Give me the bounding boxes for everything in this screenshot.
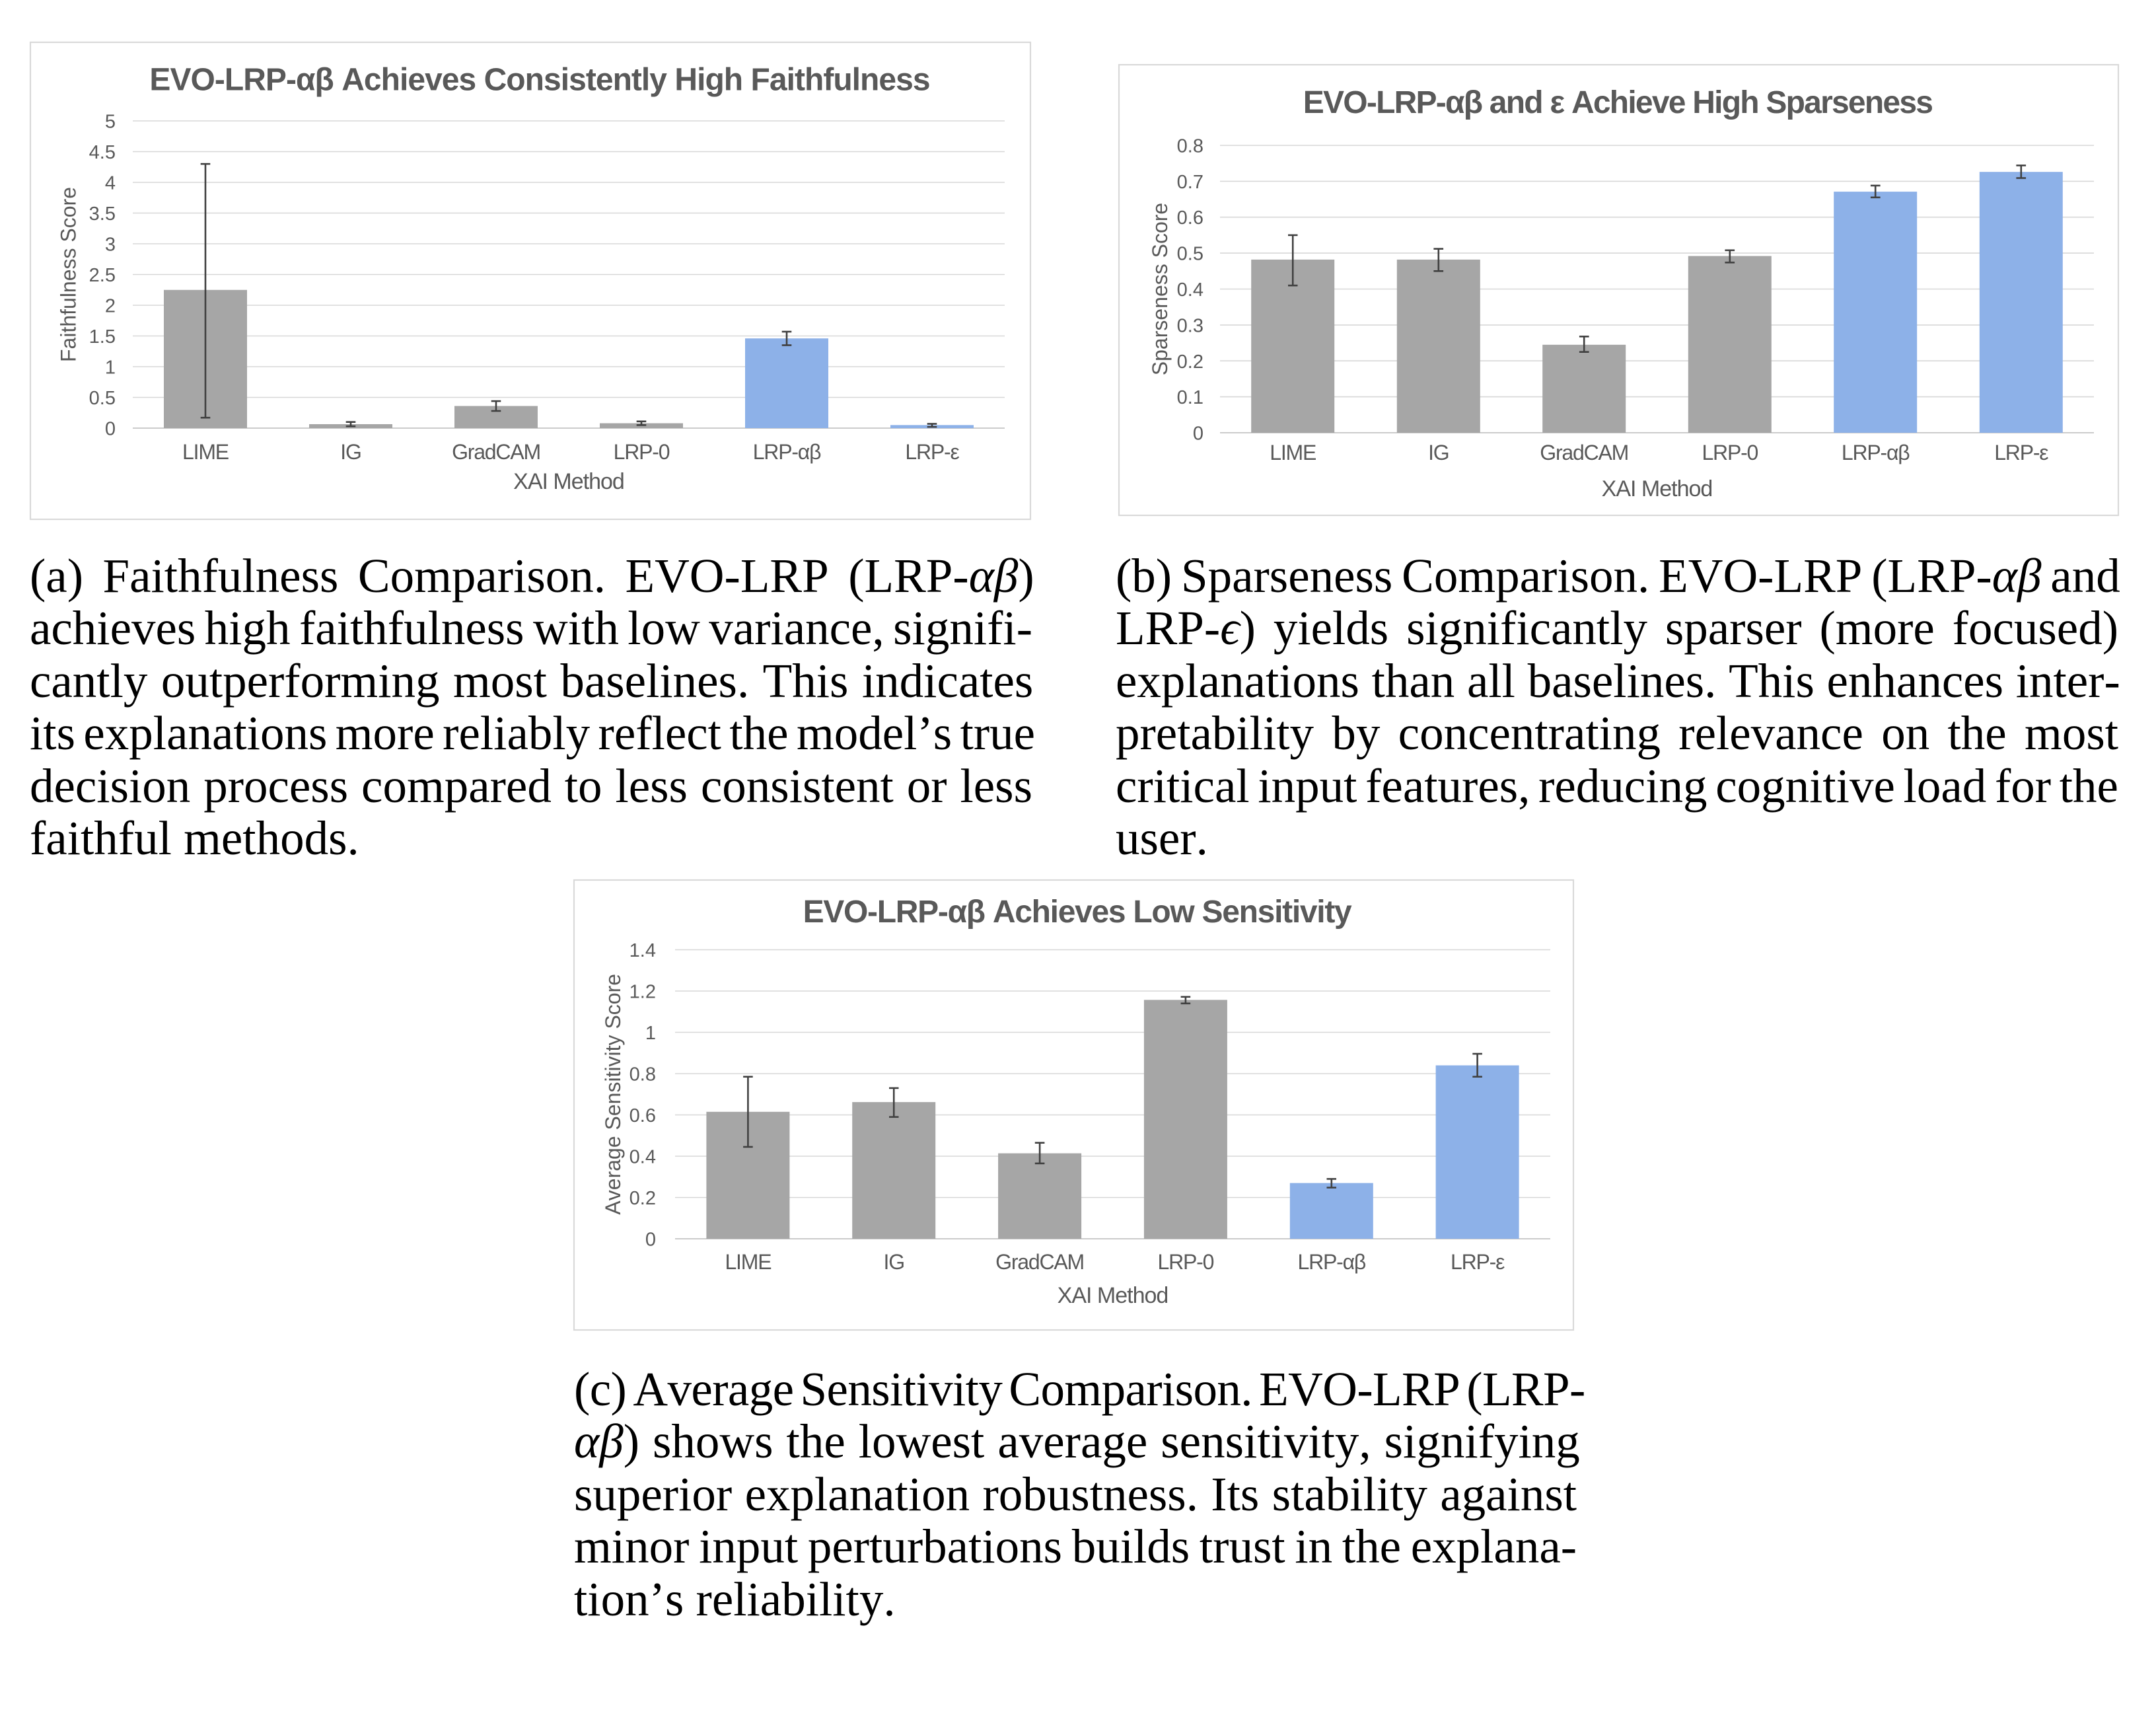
svg-text:0.4: 0.4 xyxy=(1177,279,1204,301)
svg-text:IG: IG xyxy=(884,1250,904,1274)
svg-text:Average Sensitivity Score: Average Sensitivity Score xyxy=(601,974,625,1215)
svg-text:1.5: 1.5 xyxy=(89,326,116,348)
svg-text:EVO-LRP-αβ and ε Achieve High: EVO-LRP-αβ and ε Achieve High Sparseness xyxy=(1303,85,1932,120)
svg-text:0.4: 0.4 xyxy=(629,1147,656,1168)
svg-text:2.5: 2.5 xyxy=(89,265,116,286)
svg-text:1.4: 1.4 xyxy=(629,940,656,961)
svg-text:1: 1 xyxy=(645,1023,656,1044)
svg-text:0.7: 0.7 xyxy=(1177,172,1204,193)
svg-text:IG: IG xyxy=(1428,441,1449,464)
svg-text:LRP-αβ: LRP-αβ xyxy=(753,440,821,464)
svg-text:0.1: 0.1 xyxy=(1177,387,1204,408)
svg-text:LRP-ε: LRP-ε xyxy=(1451,1250,1505,1274)
svg-text:GradCAM: GradCAM xyxy=(1540,441,1628,464)
svg-text:XAI Method: XAI Method xyxy=(1058,1283,1168,1308)
svg-text:LRP-0: LRP-0 xyxy=(1158,1250,1214,1274)
svg-text:GradCAM: GradCAM xyxy=(995,1250,1084,1274)
svg-text:EVO-LRP-αβ Achieves Low Sensit: EVO-LRP-αβ Achieves Low Sensitivity xyxy=(803,895,1352,930)
svg-text:LRP-αβ: LRP-αβ xyxy=(1297,1250,1365,1274)
svg-text:Sparseness Score: Sparseness Score xyxy=(1148,203,1172,375)
svg-text:0.8: 0.8 xyxy=(1177,136,1204,157)
svg-text:0: 0 xyxy=(1193,424,1204,445)
svg-text:0.5: 0.5 xyxy=(1177,244,1204,265)
svg-text:LRP-0: LRP-0 xyxy=(1702,441,1758,464)
svg-text:0.6: 0.6 xyxy=(629,1105,656,1126)
svg-text:0.6: 0.6 xyxy=(1177,207,1204,229)
svg-text:1.2: 1.2 xyxy=(629,982,656,1003)
svg-text:LRP-0: LRP-0 xyxy=(614,440,670,464)
svg-text:EVO-LRP-αβ Achieves Consistent: EVO-LRP-αβ Achieves Consistently High Fa… xyxy=(149,63,929,98)
svg-text:0.2: 0.2 xyxy=(629,1188,656,1209)
svg-text:0.2: 0.2 xyxy=(1177,351,1204,373)
svg-text:3.5: 3.5 xyxy=(89,203,116,225)
svg-text:0.8: 0.8 xyxy=(629,1064,656,1086)
svg-text:1: 1 xyxy=(105,357,116,379)
svg-text:2: 2 xyxy=(105,296,116,317)
svg-text:LRP-ε: LRP-ε xyxy=(905,440,959,464)
svg-text:LIME: LIME xyxy=(1270,441,1316,464)
svg-text:4: 4 xyxy=(105,173,116,194)
svg-text:LRP-ε: LRP-ε xyxy=(1994,441,2048,464)
svg-text:0: 0 xyxy=(105,419,116,440)
svg-text:0: 0 xyxy=(645,1230,656,1251)
svg-text:IG: IG xyxy=(340,440,361,464)
svg-text:GradCAM: GradCAM xyxy=(452,440,540,464)
svg-text:0.3: 0.3 xyxy=(1177,315,1204,336)
svg-text:XAI Method: XAI Method xyxy=(513,469,624,494)
svg-text:4.5: 4.5 xyxy=(89,142,116,163)
svg-text:XAI Method: XAI Method xyxy=(1602,476,1713,501)
svg-text:LIME: LIME xyxy=(725,1250,771,1274)
svg-text:5: 5 xyxy=(105,112,116,133)
svg-text:Faithfulness Score: Faithfulness Score xyxy=(57,187,81,362)
svg-text:0.5: 0.5 xyxy=(89,388,116,409)
svg-text:LRP-αβ: LRP-αβ xyxy=(1842,441,1910,464)
svg-text:LIME: LIME xyxy=(182,440,229,464)
svg-text:3: 3 xyxy=(105,235,116,256)
